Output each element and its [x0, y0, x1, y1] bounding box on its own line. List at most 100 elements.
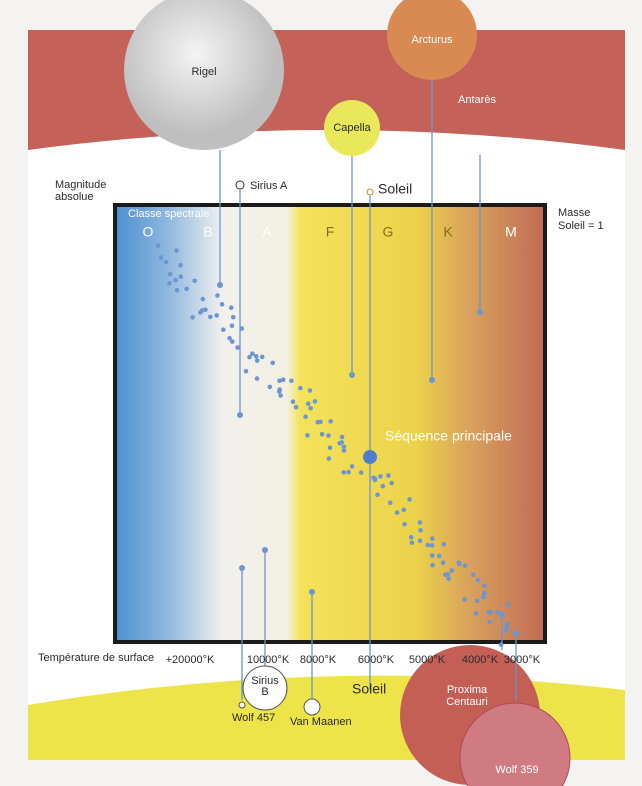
star-dot	[503, 628, 508, 633]
soleil-star	[367, 189, 373, 195]
star-dot	[164, 260, 169, 265]
right-tick: 100	[556, 369, 576, 383]
hr-diagram: Magnitude absolue Masse Soleil = 1 Class…	[0, 0, 642, 786]
star-dot	[201, 297, 206, 302]
star-dot	[409, 535, 414, 540]
spectral-class: K	[443, 224, 453, 240]
star-dot	[175, 288, 180, 293]
star-label: Proxima	[447, 684, 488, 696]
star-dot	[410, 540, 415, 545]
star-dot	[255, 358, 260, 363]
star-dot	[190, 315, 195, 320]
star-dot	[449, 568, 454, 573]
spectral-class: F	[326, 224, 335, 240]
star-label: Sirius A	[250, 180, 288, 192]
star-dot	[184, 287, 189, 292]
star-label: Van Maanen	[290, 716, 352, 728]
star-dot	[340, 435, 345, 440]
star-dot	[499, 612, 505, 618]
star-dot	[446, 576, 451, 581]
star-dot	[349, 372, 355, 378]
spectral-class: G	[383, 224, 394, 240]
star-dot	[430, 543, 435, 548]
star-dot	[474, 611, 479, 616]
left-tick: -5	[70, 297, 81, 311]
star-dot	[506, 603, 511, 608]
spectral-class: A	[262, 224, 272, 240]
star-dot	[481, 595, 486, 600]
left-tick: +10	[65, 545, 86, 559]
star-dot	[441, 560, 446, 565]
spectral-title: Classe spectrale	[128, 208, 209, 220]
star-dot	[289, 379, 294, 384]
star-dot	[339, 440, 344, 445]
star-dot	[215, 293, 220, 298]
spectral-class: O	[143, 224, 154, 240]
star-dot	[430, 536, 435, 541]
star-dot	[395, 510, 400, 515]
star-dot	[277, 389, 282, 394]
right-tick: 1	[556, 444, 563, 458]
star-dot	[342, 448, 347, 453]
star-dot	[229, 305, 234, 310]
star-dot	[386, 473, 391, 478]
star-dot	[462, 597, 467, 602]
star-dot	[313, 399, 318, 404]
left-tick: 0	[72, 377, 79, 391]
star-dot	[231, 315, 236, 320]
star-dot	[305, 433, 310, 438]
star-dot	[308, 388, 313, 393]
star-dot	[477, 309, 483, 315]
temp-tick: 8000°K	[300, 654, 337, 666]
star-label: Soleil	[352, 681, 386, 697]
star-dot	[378, 474, 383, 479]
star-dot	[230, 339, 235, 344]
star-dot	[156, 244, 161, 249]
temp-tick: 3000°K	[504, 654, 541, 666]
spectral-class: B	[203, 224, 212, 240]
star-dot	[291, 399, 296, 404]
star-dot	[327, 456, 332, 461]
star-dot	[430, 563, 435, 568]
star-dot	[513, 630, 519, 636]
star-dot	[402, 508, 407, 513]
star-dot	[159, 255, 164, 260]
star-dot	[309, 589, 315, 595]
star-dot	[230, 324, 235, 329]
star-dot	[476, 578, 481, 583]
left-tick: -10	[66, 207, 84, 221]
axis-title: Magnitude	[55, 179, 106, 191]
star-dot	[255, 376, 260, 381]
star-dot	[402, 522, 407, 527]
star-dot	[192, 279, 197, 284]
star-dot	[359, 470, 364, 475]
star-dot	[198, 310, 203, 315]
star-dot	[237, 412, 243, 418]
right-tick: 0,0001	[556, 598, 593, 612]
star-dot	[174, 248, 179, 253]
star-dot	[430, 553, 435, 558]
star-dot	[168, 272, 173, 277]
star-dot	[214, 313, 219, 318]
sirius-a-star	[236, 181, 244, 189]
temp-tick: 4000°K	[462, 654, 499, 666]
star-dot	[375, 493, 380, 498]
star-dot	[487, 620, 492, 625]
star-dot	[443, 573, 448, 578]
star-dot	[350, 464, 355, 469]
star-dot	[235, 345, 240, 350]
star-label: Wolf 359	[495, 764, 538, 776]
right-tick: 10000	[556, 289, 590, 303]
star-dot	[471, 573, 476, 578]
star-dot	[326, 433, 331, 438]
star-dot	[328, 419, 333, 424]
star-dot	[457, 561, 462, 566]
star-dot	[388, 500, 393, 505]
star-label: Centauri	[446, 696, 488, 708]
star-dot	[254, 354, 259, 359]
star-label: Antarès	[458, 94, 496, 106]
star-dot	[341, 470, 346, 475]
star-dot	[389, 481, 394, 486]
star-dot	[239, 565, 245, 571]
star-dot	[303, 414, 308, 419]
